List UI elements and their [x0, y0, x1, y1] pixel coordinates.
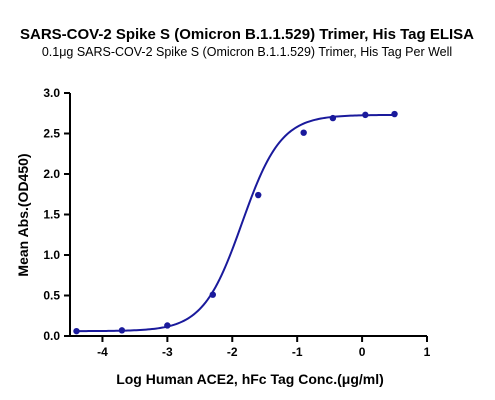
- plot-area: 0.0 0.5 1.0 1.5 2.0 2.5 3.0 -4 -3 -2 -1 0 1: [43, 86, 430, 359]
- chart-title: SARS-COV-2 Spike S (Omicron B.1.1.529) T…: [20, 26, 474, 43]
- x-tick-label: 0: [359, 345, 366, 359]
- y-tick-label: 1.5: [43, 208, 60, 222]
- data-point: [118, 327, 126, 334]
- y-tick-label: 2.5: [43, 127, 60, 141]
- x-tick-label: 1: [424, 345, 431, 359]
- y-tick-label: 0.5: [43, 289, 60, 303]
- data-point: [73, 327, 80, 335]
- y-tick-label: 0.0: [43, 329, 60, 343]
- data-point: [362, 111, 369, 119]
- data-point: [391, 110, 398, 118]
- fit-curve: [76, 113, 395, 333]
- y-tick-label: 3.0: [43, 86, 60, 100]
- data-point: [164, 322, 171, 329]
- x-tick-label: -1: [292, 345, 303, 359]
- data-point: [300, 129, 307, 136]
- x-tick-label: -2: [227, 345, 238, 359]
- y-tick-label: 1.0: [43, 248, 60, 262]
- y-axis-label: Mean Abs.(OD450): [15, 153, 31, 276]
- x-axis-label: Log Human ACE2, hFc Tag Conc.(μg/ml): [116, 371, 384, 387]
- data-point: [255, 191, 262, 199]
- x-tick-label: -3: [162, 345, 173, 359]
- x-tick-label: -4: [97, 345, 108, 359]
- data-point: [329, 114, 337, 122]
- chart-subtitle: 0.1μg SARS-COV-2 Spike S (Omicron B.1.1.…: [42, 45, 452, 59]
- y-tick-label: 2.0: [43, 167, 60, 181]
- data-point: [209, 291, 216, 298]
